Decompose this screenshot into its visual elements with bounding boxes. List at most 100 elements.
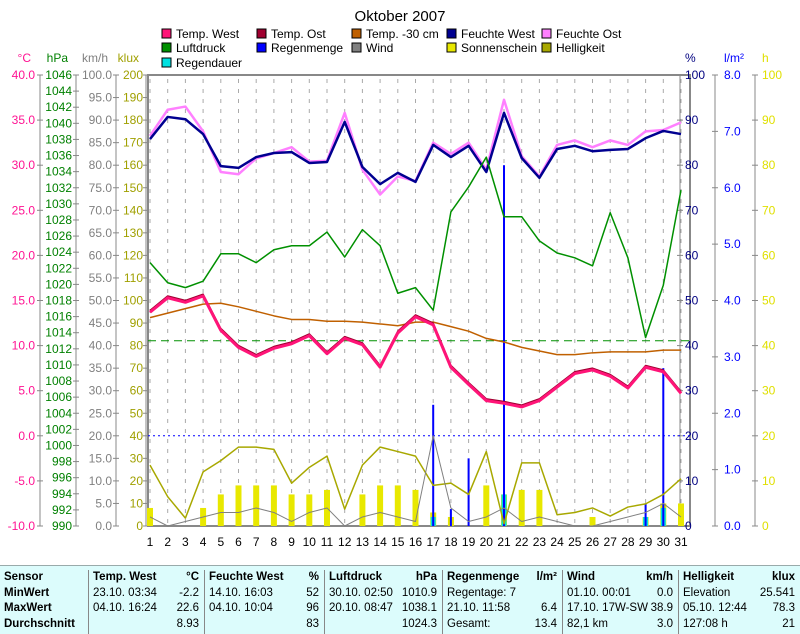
axis-tick-label-wind: 60.0 — [89, 248, 113, 262]
stat-label: 21.10. 11:58 — [447, 602, 511, 614]
axis-tick-label-wind: 55.0 — [89, 271, 113, 285]
bar-sonnenschein — [270, 485, 277, 526]
axis-tick-label-light: 60 — [130, 384, 144, 398]
stat-value: 83 — [306, 617, 319, 630]
column-unit: l/m² — [536, 571, 557, 583]
axis-tick-label-light: 190 — [123, 91, 143, 105]
column-unit: hPa — [415, 571, 437, 583]
bar-sonnenschein — [589, 516, 596, 526]
bar-sonnenschein — [235, 485, 242, 526]
axis-tick-label-rain: 1.0 — [724, 463, 741, 477]
bar-sonnenschein — [217, 494, 224, 526]
axis-tick-label-pressure: 996 — [52, 471, 72, 485]
column-unit: klux — [771, 571, 795, 583]
axis-tick-label-light: 130 — [123, 226, 143, 240]
axis-tick-label-hours: 20 — [762, 429, 776, 443]
stat-value: 1010.9 — [401, 586, 437, 599]
stat-label: 14.10. 16:03 — [209, 586, 273, 599]
axis-tick-label-temp: 10.0 — [12, 339, 36, 353]
axis-tick-label-hours: 30 — [762, 384, 776, 398]
axis-tick-label-light: 200 — [123, 68, 143, 82]
axis-tick-label-wind: 45.0 — [89, 316, 113, 330]
bar-sonnenschein — [359, 494, 366, 526]
axis-tick-label-pressure: 1038 — [45, 132, 72, 146]
x-tick-label: 7 — [253, 535, 260, 549]
axis-tick-label-humidity: 0 — [685, 519, 692, 533]
axis-tick-label-light: 50 — [130, 406, 144, 420]
axis-tick-label-pressure: 1006 — [45, 390, 72, 404]
axis-tick-label-pressure: 1024 — [45, 245, 72, 259]
axis-tick-label-humidity: 10 — [685, 474, 699, 488]
axis-tick-label-pressure: 1018 — [45, 294, 72, 308]
axis-tick-label-pressure: 1014 — [45, 326, 72, 340]
x-tick-label: 31 — [674, 535, 688, 549]
stat-label: 127:08 h — [683, 617, 728, 630]
stat-value: 52 — [306, 586, 319, 599]
stat-label: 01.10. 00:01 — [567, 586, 631, 599]
stat-value: 1024.3 — [401, 617, 437, 630]
axis-tick-label-humidity: 80 — [685, 158, 699, 172]
axis-tick-label-wind: 15.0 — [89, 451, 113, 465]
line-feuchte-west — [149, 111, 682, 186]
axis-tick-label-hours: 80 — [762, 158, 776, 172]
axis-tick-label-pressure: 1016 — [45, 310, 72, 324]
axis-tick-label-light: 0 — [136, 519, 143, 533]
bar-sonnenschein — [412, 489, 419, 526]
legend-label: Feuchte West — [461, 27, 535, 41]
column-header: Temp. West — [93, 571, 157, 583]
x-tick-label: 30 — [657, 535, 671, 549]
axis-tick-label-light: 110 — [124, 271, 143, 285]
axis-tick-label-humidity: 50 — [685, 294, 699, 308]
axis-tick-label-hours: 10 — [762, 474, 776, 488]
axis-tick-label-light: 20 — [130, 474, 144, 488]
axis-tick-label-temp: 0.0 — [18, 429, 35, 443]
x-tick-label: 23 — [533, 535, 547, 549]
column-header: Luftdruck — [329, 571, 383, 583]
x-tick-label: 27 — [604, 535, 618, 549]
stat-label: Gesamt: — [447, 617, 491, 630]
axis-tick-label-light: 100 — [123, 294, 143, 308]
legend-label: Wind — [366, 41, 393, 55]
stat-column-wind: Wind km/h 01.10. 00:01 0.0 17.10. 17W-SW 38.9… — [562, 570, 679, 634]
stat-column-helligkeit: Helligkeit klux Elevation 25.541 05.10. 12:4… — [678, 570, 800, 634]
bar-sonnenschein — [306, 494, 313, 526]
plot-frame — [147, 74, 691, 527]
axis-tick-label-pressure: 998 — [52, 455, 72, 469]
bar-sonnenschein — [678, 503, 684, 526]
bar-sonnenschein — [394, 485, 401, 526]
column-unit: °C — [186, 571, 199, 583]
column-header: Helligkeit — [683, 571, 735, 583]
x-tick-label: 19 — [462, 535, 476, 549]
stat-value: 21 — [782, 617, 795, 630]
stat-label: 04.10. 16:24 — [93, 602, 157, 614]
legend-swatch — [351, 28, 362, 39]
chart-title: Oktober 2007 — [355, 8, 446, 25]
axis-tick-label-wind: 25.0 — [89, 406, 113, 420]
axis-tick-label-pressure: 1022 — [45, 261, 72, 275]
axis-unit-humidity: % — [685, 51, 696, 65]
weather-chart: Oktober 2007 Temp. West Temp. Ost Temp. -30… — [8, 8, 783, 549]
line-helligkeit — [149, 446, 682, 525]
axis-tick-label-rain: 2.0 — [724, 406, 741, 420]
axis-tick-label-rain: 3.0 — [724, 350, 741, 364]
axis-tick-label-humidity: 90 — [685, 113, 699, 127]
bar-regenmenge — [467, 458, 470, 526]
column-header: Wind — [567, 571, 595, 583]
x-tick-label: 13 — [356, 535, 370, 549]
legend-swatch — [446, 28, 457, 39]
x-tick-label: 3 — [182, 535, 189, 549]
axis-tick-label-hours: 40 — [762, 339, 776, 353]
line-temp-west — [149, 294, 683, 409]
sensor-column: Sensor MinWert MaxWert Durchschnitt — [0, 570, 88, 634]
axis-tick-label-light: 40 — [130, 429, 144, 443]
axis-tick-label-wind: 65.0 — [89, 226, 113, 240]
bar-sonnenschein — [377, 485, 384, 526]
stat-value: 3.0 — [657, 617, 673, 630]
x-tick-label: 24 — [550, 535, 564, 549]
stat-label: 30.10. 02:50 — [329, 586, 393, 599]
stat-value: 25.541 — [759, 586, 795, 599]
line-temp-cm — [149, 302, 681, 356]
stat-label: 17.10. 17W-SW — [567, 602, 648, 614]
axis-tick-label-pressure: 992 — [52, 503, 72, 517]
axis-tick-label-temp: 30.0 — [12, 158, 36, 172]
